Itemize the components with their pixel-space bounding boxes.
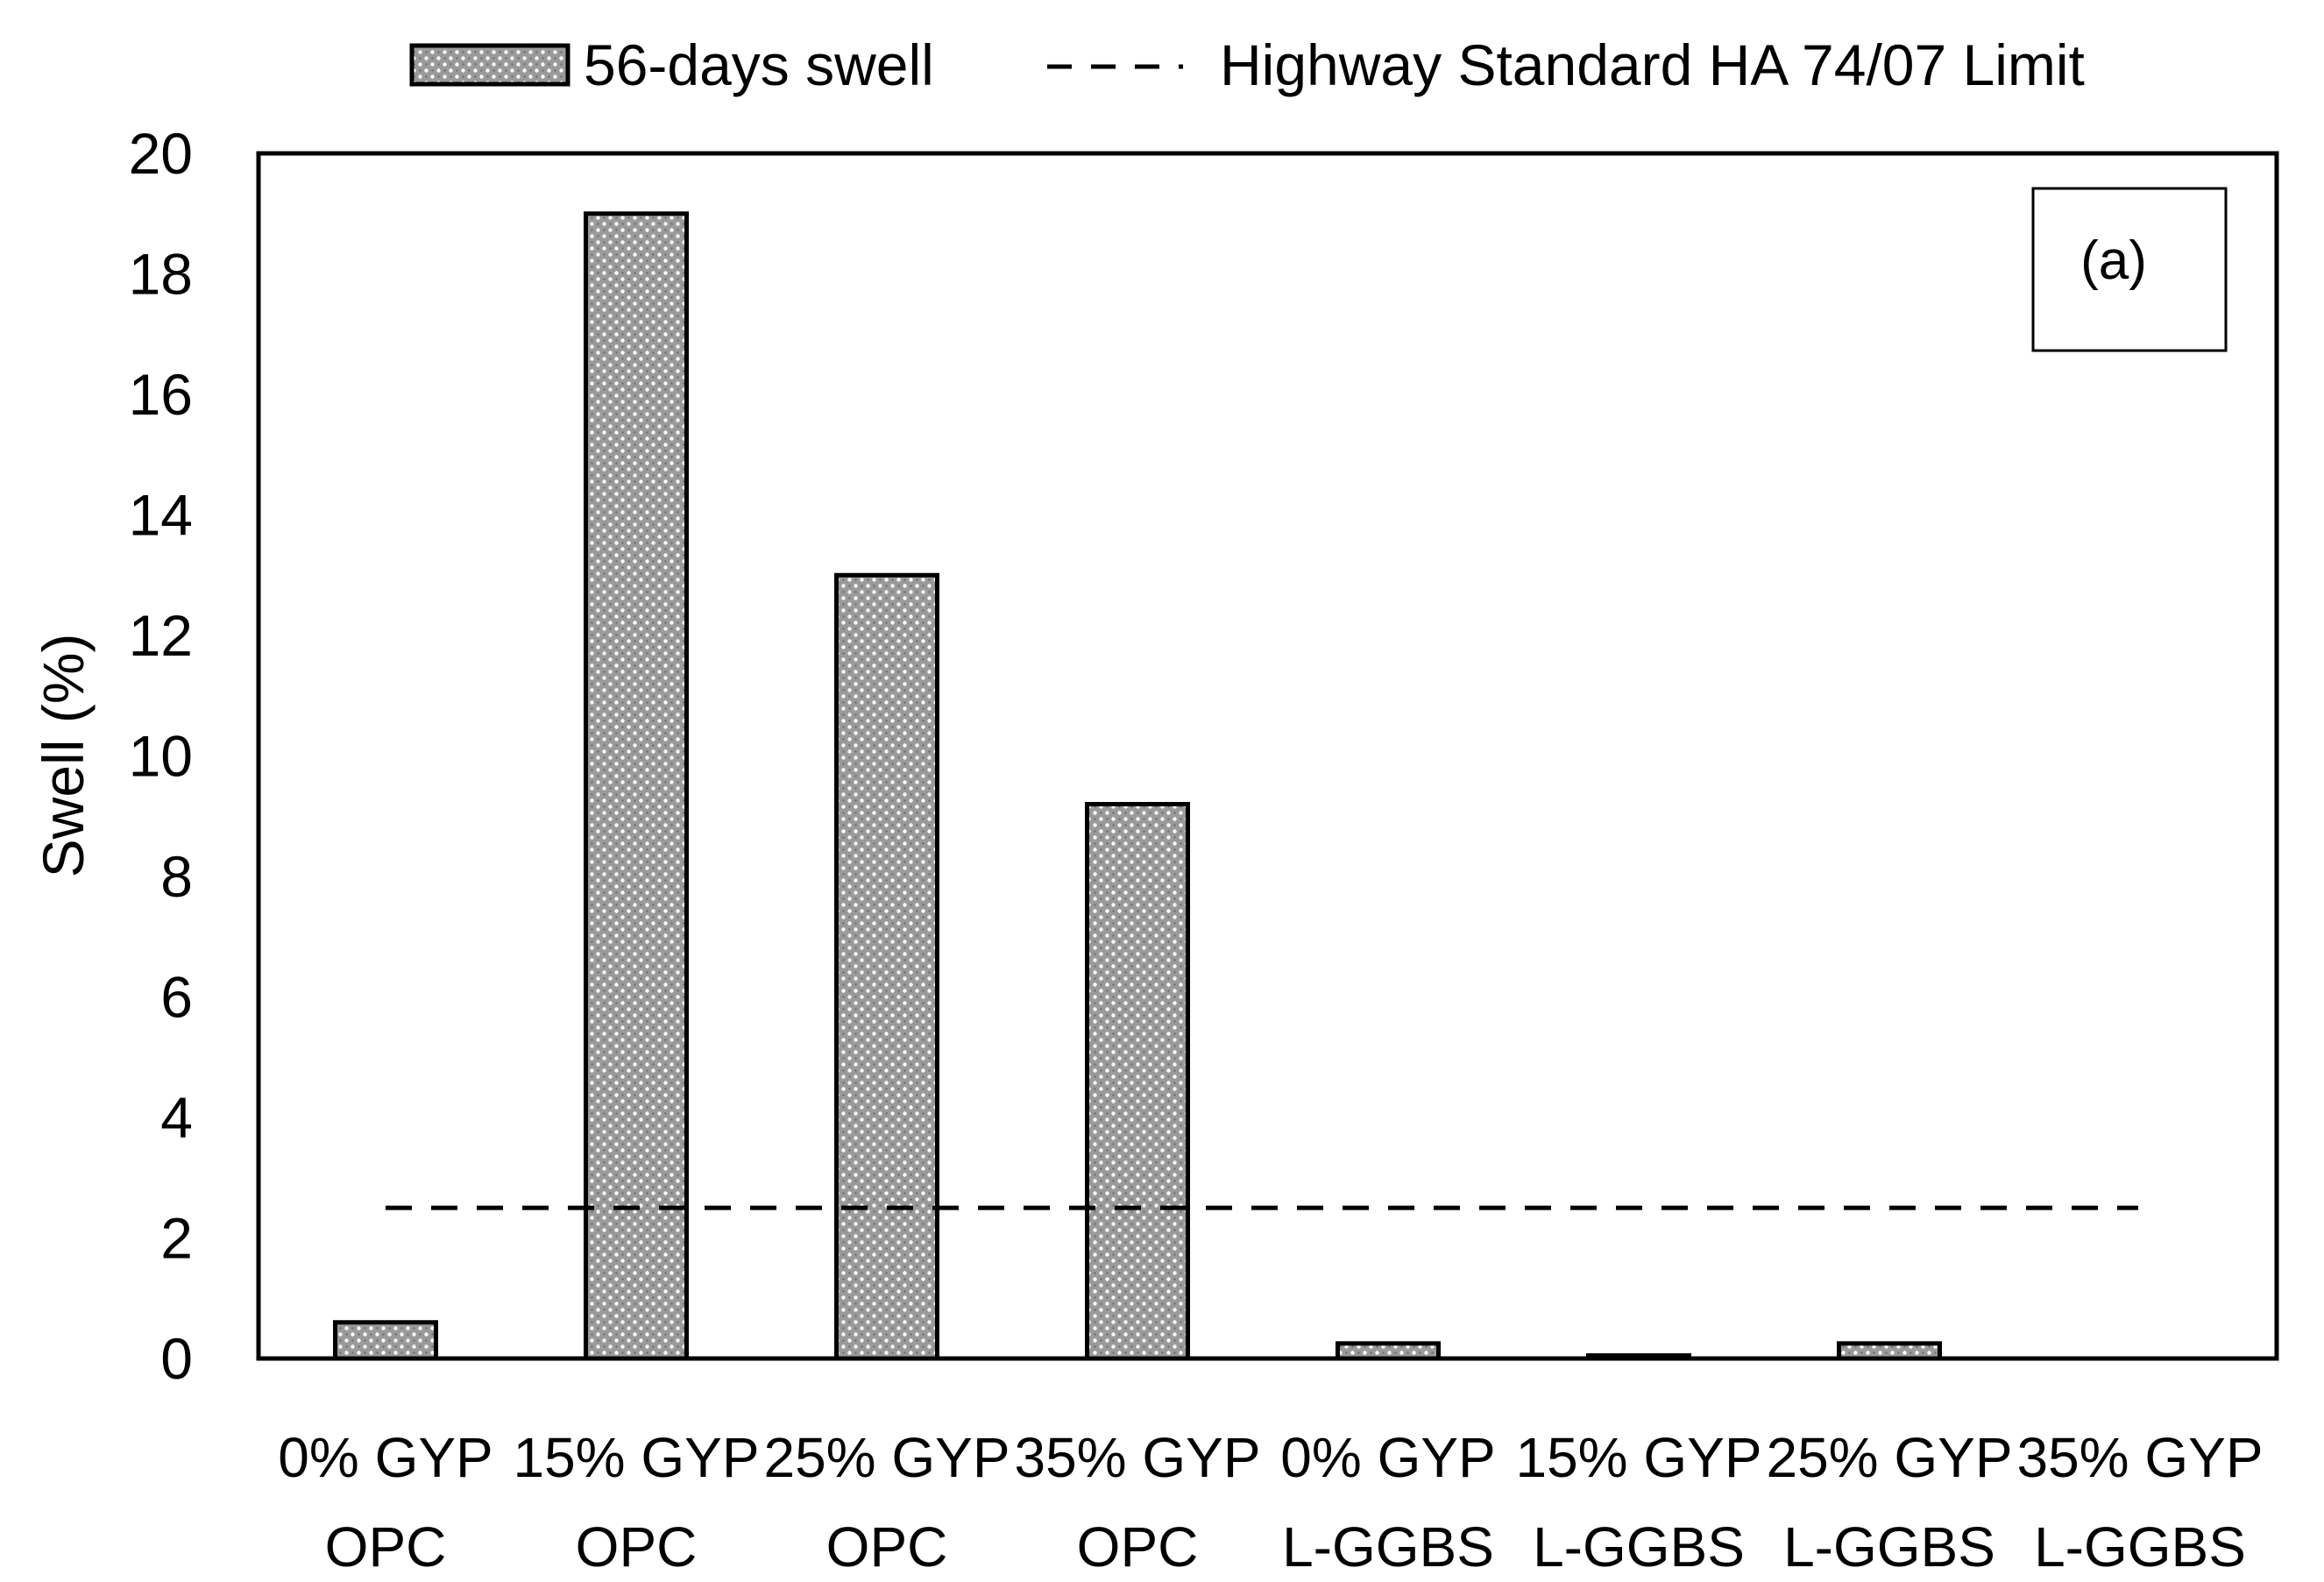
legend-bar-swatch — [409, 43, 570, 87]
x-tick-label: 25% GYP — [763, 1426, 1010, 1489]
bar — [333, 1320, 438, 1361]
y-tick-label: 18 — [129, 242, 193, 307]
x-tick-label: 35% GYP — [2016, 1426, 2263, 1489]
bar — [1837, 1341, 1942, 1361]
bar — [1336, 1341, 1441, 1361]
x-tick-label: 35% GYP — [1014, 1426, 1260, 1489]
x-tick-label: 0% GYP — [1280, 1426, 1495, 1489]
y-tick-label: 2 — [160, 1206, 193, 1271]
y-tick-label: 8 — [160, 844, 193, 909]
plot-area — [256, 151, 2279, 1361]
y-axis-title: Swell (%) — [31, 634, 96, 878]
bar — [834, 572, 939, 1361]
x-tick-label: OPC — [1077, 1515, 1199, 1578]
y-tick-label: 10 — [129, 724, 193, 789]
x-tick-label: 25% GYP — [1766, 1426, 2012, 1489]
x-tick-label: OPC — [325, 1515, 447, 1578]
x-tick-label: L-GGBS — [1282, 1515, 1494, 1578]
x-tick-label: 15% GYP — [1515, 1426, 1761, 1489]
y-tick-label: 4 — [160, 1085, 193, 1150]
panel-annotation: (a) — [2031, 187, 2228, 352]
bar — [1586, 1353, 1691, 1361]
bars — [333, 211, 1942, 1361]
legend-bar-label: 56-days swell — [584, 32, 934, 97]
annotation-box — [2031, 187, 2228, 352]
bar — [584, 211, 689, 1361]
x-tick-label: OPC — [576, 1515, 698, 1578]
x-tick-label: L-GGBS — [1533, 1515, 1745, 1578]
y-tick-label: 20 — [129, 121, 193, 186]
x-tick-label: 0% GYP — [278, 1426, 492, 1489]
legend: 56-days swell Highway Standard HA 74/07 … — [409, 32, 2085, 97]
x-tick-label: L-GGBS — [2034, 1515, 2246, 1578]
x-tick-label: OPC — [826, 1515, 948, 1578]
y-axis-ticks: 0 2 4 6 8 10 12 14 16 18 20 — [129, 121, 193, 1391]
annotation-label: (a) — [2080, 231, 2147, 291]
y-tick-label: 12 — [129, 603, 193, 668]
y-tick-label: 14 — [129, 483, 193, 548]
y-tick-label: 16 — [129, 362, 193, 427]
bar — [1085, 802, 1190, 1361]
legend-limit-label: Highway Standard HA 74/07 Limit — [1220, 32, 2085, 97]
x-axis-labels: 0% GYP OPC 15% GYP OPC 25% GYP OPC 35% GYP OPC 0… — [278, 1426, 2263, 1578]
y-tick-label: 6 — [160, 965, 193, 1030]
y-tick-label: 0 — [160, 1326, 193, 1391]
x-tick-label: 15% GYP — [513, 1426, 759, 1489]
x-tick-label: L-GGBS — [1783, 1515, 1995, 1578]
